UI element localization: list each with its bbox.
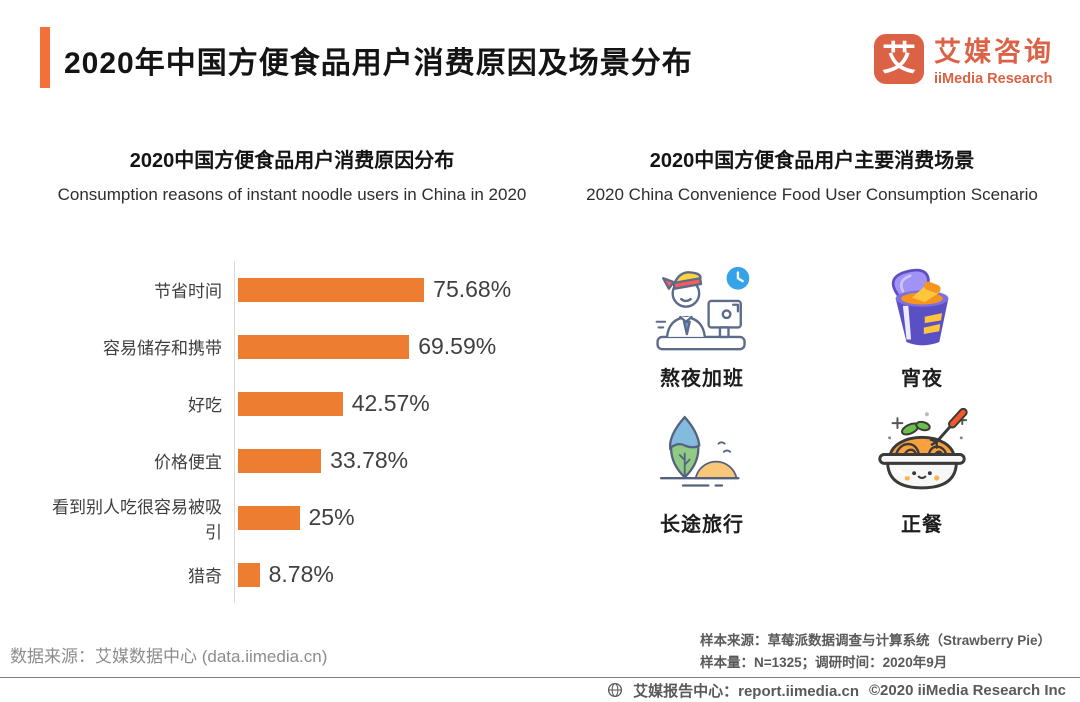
scenario-late-night-snack: 宵夜 <box>812 256 1032 402</box>
page-title: 2020年中国方便食品用户消费原因及场景分布 <box>64 47 693 80</box>
bar-value-label: 42.57% <box>351 390 430 416</box>
scenario-label: 正餐 <box>901 514 943 536</box>
bar <box>238 277 425 302</box>
bar-category-label: 容易储存和携带 <box>103 339 222 358</box>
scenario-label: 熬夜加班 <box>660 368 744 390</box>
meal-icon <box>868 402 976 508</box>
bar-area: 8.78% <box>234 546 556 603</box>
right-section-title-cn: 2020中国方便食品用户主要消费场景 <box>649 150 975 172</box>
sample-info-block: 样本来源：草莓派数据调查与计算系统（Strawberry Pie） 样本量：N=… <box>700 630 1051 674</box>
title-accent-bar <box>40 27 50 88</box>
data-source-note: 数据来源：艾媒数据中心 (data.iimedia.cn) <box>10 647 328 666</box>
bar <box>238 505 300 530</box>
right-section-header: 2020中国方便食品用户主要消费场景 2020 China Convenienc… <box>558 144 1066 205</box>
bar <box>238 448 322 473</box>
left-section-header: 2020中国方便食品用户消费原因分布 Consumption reasons o… <box>28 144 556 205</box>
logo-brand-en: iiMedia Research <box>934 71 1053 87</box>
scenario-label: 长途旅行 <box>660 514 744 536</box>
scenario-grid: 熬夜加班 宵夜 <box>592 256 1032 548</box>
working-late-icon <box>650 256 754 362</box>
travel-icon <box>652 402 752 508</box>
copyright-text: ©2020 iiMedia Research Inc <box>869 681 1066 699</box>
logo-text: 艾媒咨询 iiMedia Research <box>934 30 1054 87</box>
bar-area: 42.57% <box>234 375 556 432</box>
right-section-title-en: 2020 China Convenience Food User Consump… <box>586 185 1038 204</box>
bar-category-label: 节省时间 <box>154 282 222 301</box>
iimedia-logo-icon: 艾 <box>874 33 924 84</box>
sample-source-note: 样本来源：草莓派数据调查与计算系统（Strawberry Pie） <box>700 633 1052 648</box>
bar-value-label: 69.59% <box>418 333 497 359</box>
scenario-label: 宵夜 <box>901 368 943 390</box>
bar <box>238 334 410 359</box>
bar-area: 25% <box>234 489 556 546</box>
cup-noodles-icon <box>872 256 972 362</box>
bar-category-label: 猎奇 <box>188 567 222 586</box>
scenario-regular-meal: 正餐 <box>812 402 1032 548</box>
bar-area: 75.68% <box>234 261 556 318</box>
bar <box>238 391 343 416</box>
bar-row: 容易储存和携带 69.59% <box>36 318 556 375</box>
bar-value-label: 75.68% <box>433 276 512 302</box>
scenario-working-late: 熬夜加班 <box>592 256 812 402</box>
scenario-long-trip: 长途旅行 <box>592 402 812 548</box>
bar-row: 看到别人吃很容易被吸引 25% <box>36 489 556 546</box>
bottom-bar: 艾媒报告中心：report.iimedia.cn ©2020 iiMedia R… <box>0 677 1080 702</box>
bar-value-label: 33.78% <box>330 447 409 473</box>
bar-row: 节省时间 75.68% <box>36 261 556 318</box>
bar-area: 33.78% <box>234 432 556 489</box>
bar <box>238 562 260 587</box>
report-center-link: 艾媒报告中心：report.iimedia.cn <box>633 682 859 700</box>
bar-chart: 节省时间 75.68% 容易储存和携带 69.59% 好吃 42.57% 价格便宜 33.78… <box>36 261 556 603</box>
left-section-title-cn: 2020中国方便食品用户消费原因分布 <box>129 150 455 172</box>
iimedia-logo: 艾 艾媒咨询 iiMedia Research <box>874 30 1054 87</box>
bar-row: 猎奇 8.78% <box>36 546 556 603</box>
bar-value-label: 25% <box>308 504 355 530</box>
left-section-title-en: Consumption reasons of instant noodle us… <box>57 185 527 204</box>
logo-brand-cn: 艾媒咨询 <box>934 37 1054 67</box>
bar-area: 69.59% <box>234 318 556 375</box>
bar-value-label: 8.78% <box>268 561 334 587</box>
bar-row: 价格便宜 33.78% <box>36 432 556 489</box>
bar-category-label: 价格便宜 <box>154 453 222 472</box>
globe-icon <box>607 682 623 698</box>
sample-size-note: 样本量：N=1325；调研时间：2020年9月 <box>700 655 948 670</box>
bar-row: 好吃 42.57% <box>36 375 556 432</box>
bar-category-label: 好吃 <box>188 396 222 415</box>
bar-category-label: 看到别人吃很容易被吸引 <box>52 497 222 542</box>
